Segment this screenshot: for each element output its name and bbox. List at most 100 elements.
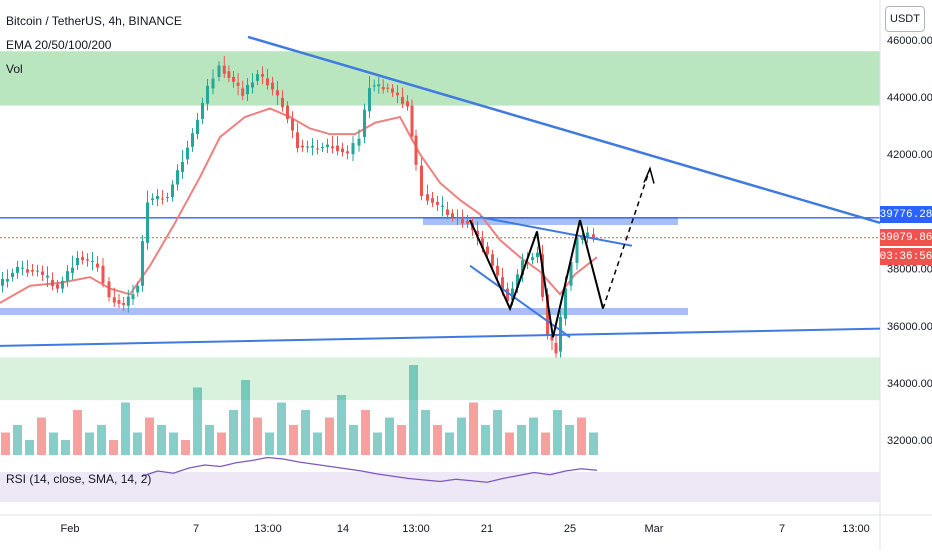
price-tick-label: 32000.00	[887, 435, 932, 447]
candle-body	[391, 88, 394, 93]
candle-body	[564, 288, 567, 319]
volume-bar	[1, 432, 10, 455]
candle-body	[401, 97, 404, 104]
candle-body	[451, 213, 454, 218]
candle-body	[191, 133, 194, 147]
volume-bar	[469, 402, 478, 455]
volume-bar	[313, 432, 322, 455]
candle-body	[206, 85, 209, 104]
candle-body	[236, 82, 240, 86]
candle-body	[368, 88, 371, 112]
price-tick-label: 44000.00	[887, 92, 932, 104]
pattern-path[interactable]	[469, 219, 604, 338]
volume-bar	[277, 402, 286, 455]
volume-bar	[589, 432, 598, 455]
candle-body	[346, 151, 349, 154]
projection-path[interactable]	[602, 168, 651, 309]
candle-body	[306, 146, 309, 148]
currency-unit-badge[interactable]: USDT	[885, 6, 925, 32]
candle-body	[436, 201, 439, 205]
volume-bar	[181, 440, 190, 455]
volume-bar	[397, 425, 406, 455]
rsi-indicator-label[interactable]: RSI (14, close, SMA, 14, 2)	[6, 472, 152, 486]
volume-bar	[217, 432, 226, 455]
candle-body	[146, 202, 149, 243]
candle-body	[363, 109, 366, 138]
candle-body	[161, 198, 164, 200]
volume-bar	[241, 380, 250, 455]
candle-body	[321, 147, 324, 149]
rsi-layer	[0, 456, 880, 502]
time-tick-label: 14	[337, 523, 349, 535]
candle-body	[351, 143, 355, 155]
time-tick-label: 21	[481, 523, 493, 535]
candle-body	[486, 246, 489, 255]
price-tick-label: 34000.00	[887, 378, 932, 390]
volume-bar	[577, 417, 586, 455]
candle-body	[377, 84, 381, 87]
candle-body	[491, 254, 494, 266]
volume-bar	[37, 417, 46, 455]
candle-body	[336, 145, 339, 152]
zones-layer	[0, 51, 880, 401]
volume-layer	[1, 365, 598, 455]
volume-bar	[421, 410, 430, 455]
candle-body	[481, 238, 484, 249]
ema-indicator-label[interactable]: EMA 20/50/100/200	[6, 38, 112, 52]
volume-bar	[373, 432, 382, 455]
price-tick-label: 42000.00	[887, 149, 932, 161]
candle-body	[414, 135, 418, 165]
candle-body	[171, 184, 174, 198]
zone-1	[0, 357, 880, 401]
ema-line	[0, 107, 598, 304]
volume-bar	[73, 410, 82, 455]
volume-bar	[109, 440, 118, 455]
volume-bar	[61, 440, 70, 455]
time-tick-label: 7	[193, 523, 199, 535]
time-tick-label: 7	[779, 523, 785, 535]
candle-body	[276, 90, 279, 96]
candle-body	[246, 84, 249, 95]
candle-body	[546, 294, 549, 336]
candle-timer-tag: 03:36:56	[880, 248, 932, 265]
last-price-tag: 39079.86	[880, 229, 932, 246]
candle-body	[331, 146, 334, 149]
candle-body	[151, 198, 154, 200]
candle-body	[91, 261, 94, 263]
candle-body	[96, 263, 99, 268]
candle-body	[446, 209, 449, 216]
candle-body	[232, 76, 235, 82]
trendline-3[interactable]	[479, 216, 633, 247]
time-tick-label: 25	[564, 523, 576, 535]
candle-body	[592, 234, 595, 238]
projection-arrowhead	[643, 166, 655, 184]
volume-bar	[529, 417, 538, 455]
volume-bar	[229, 410, 238, 455]
candle-body	[112, 297, 116, 303]
volume-bar	[145, 417, 154, 455]
candle-body	[166, 197, 169, 199]
symbol-title[interactable]: Bitcoin / TetherUS, 4h, BINANCE	[6, 14, 182, 28]
volume-bar	[541, 432, 550, 455]
volume-bar	[49, 432, 58, 455]
volume-bar	[553, 410, 562, 455]
volume-indicator-label[interactable]: Vol	[6, 62, 23, 76]
candle-body	[410, 105, 414, 137]
volume-bar	[325, 417, 334, 455]
volume-bar	[301, 410, 310, 455]
candle-body	[251, 82, 254, 88]
volume-bar	[457, 417, 466, 455]
trendlines-layer[interactable]	[0, 35, 881, 347]
volume-bar	[253, 417, 262, 455]
candle-body	[81, 257, 84, 261]
candle-body	[21, 267, 24, 269]
candle-body	[386, 87, 390, 89]
volume-bar	[121, 402, 130, 455]
trendline-2[interactable]	[469, 264, 571, 339]
trendline-0[interactable]	[247, 35, 881, 225]
candle-body	[176, 170, 179, 185]
candle-body	[431, 198, 434, 203]
trendline-1[interactable]	[0, 327, 881, 347]
volume-bar	[25, 440, 34, 455]
